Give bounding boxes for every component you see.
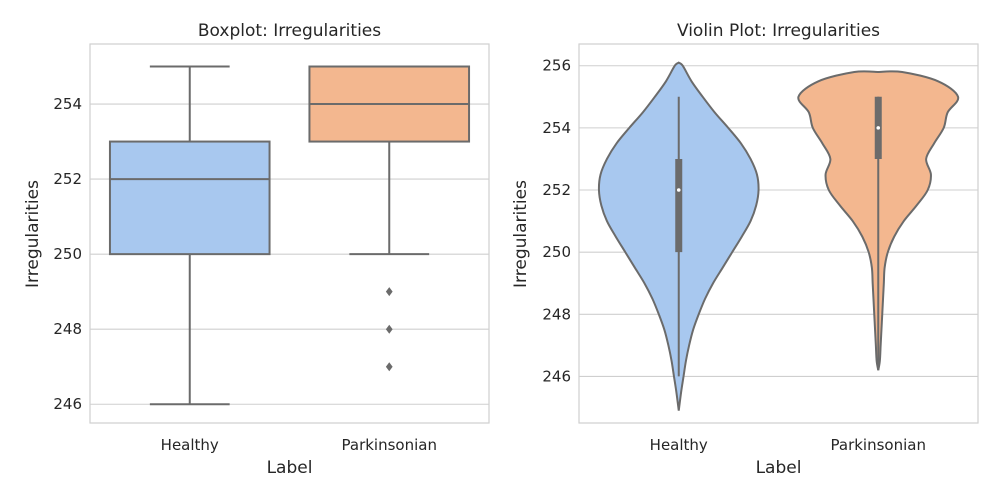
y-tick-label: 254	[53, 95, 82, 113]
y-tick-label: 250	[542, 243, 571, 261]
violin-x-axis-label: Label	[756, 458, 802, 478]
violin-panel: 246 248 250 252 254 256 Healthy Parkinsonian V…	[511, 21, 979, 478]
x-tick-label: Parkinsonian	[342, 436, 437, 454]
y-tick-label: 250	[53, 245, 82, 263]
outlier-point	[385, 362, 393, 372]
violin-y-axis-label: Irregularities	[511, 180, 531, 288]
y-tick-label: 246	[53, 395, 82, 413]
boxplot-title: Boxplot: Irregularities	[198, 21, 381, 41]
violin-marks	[597, 61, 960, 411]
violin-y-tick-labels: 246 248 250 252 254 256	[542, 57, 571, 386]
boxplot-panel: 246 248 250 252 254 Healthy Parkinsonian Boxp…	[23, 21, 490, 478]
y-tick-label: 256	[542, 57, 571, 75]
boxplot-y-axis-label: Irregularities	[23, 180, 43, 288]
violin-median-dot	[676, 188, 681, 192]
boxplot-x-tick-labels: Healthy Parkinsonian	[161, 436, 437, 454]
x-tick-label: Parkinsonian	[831, 436, 926, 454]
y-tick-label: 252	[53, 170, 82, 188]
boxplot-marks	[108, 65, 471, 406]
boxplot-y-tick-labels: 246 248 250 252 254	[53, 95, 82, 413]
x-tick-label: Healthy	[161, 436, 219, 454]
interquartile-box	[108, 140, 271, 256]
box-parkinsonian	[308, 65, 471, 372]
y-tick-label: 254	[542, 119, 571, 137]
violin-title: Violin Plot: Irregularities	[677, 21, 880, 41]
y-tick-label: 248	[53, 320, 82, 338]
violin-healthy	[597, 61, 760, 411]
y-tick-label: 246	[542, 367, 571, 385]
y-tick-label: 248	[542, 305, 571, 323]
violin-x-tick-labels: Healthy Parkinsonian	[650, 436, 926, 454]
boxplot-x-axis-label: Label	[267, 458, 313, 478]
outlier-point	[385, 324, 393, 334]
x-tick-label: Healthy	[650, 436, 708, 454]
box-healthy	[108, 65, 271, 406]
outlier-point	[385, 287, 393, 297]
violin-parkinsonian	[797, 70, 960, 371]
violin-median-dot	[876, 126, 881, 130]
y-tick-label: 252	[542, 181, 571, 199]
